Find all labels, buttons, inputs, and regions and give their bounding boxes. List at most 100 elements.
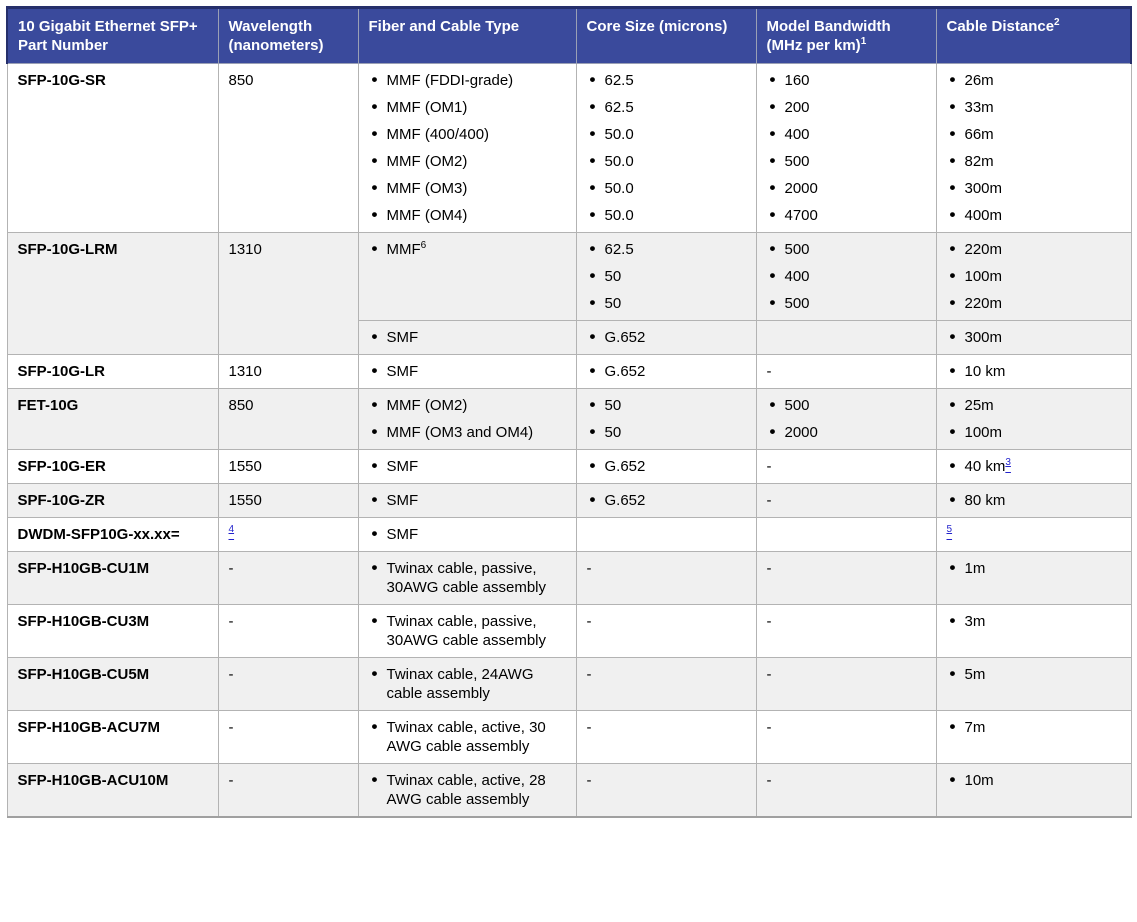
wavelength-cell: - xyxy=(217,763,359,818)
core-size-cell: - xyxy=(575,657,757,711)
footnote-sup-4: 4 xyxy=(228,524,235,535)
bandwidth-cell-item: 500 xyxy=(770,151,926,171)
column-header-label: Cable Distance xyxy=(946,18,1055,35)
bandwidth-cell-text: - xyxy=(766,458,772,475)
part-number: SFP-H10GB-CU3M xyxy=(17,613,150,630)
fiber-cell-item-text: MMF (400/400) xyxy=(386,126,490,143)
distance-cell-list: 220m 100m 220m xyxy=(947,239,1121,313)
core-size-cell-text: - xyxy=(586,666,592,683)
core-size-cell-item-text: 50.0 xyxy=(604,180,634,197)
table-body: SFP-10G-SR850MMF (FDDI-grade)MMF (OM1)MM… xyxy=(6,63,1132,818)
footnote-sup-5: 5 xyxy=(946,524,953,535)
wavelength-cell: - xyxy=(217,657,359,711)
fiber-cell-item: Twinax cable, passive, 30AWG cable assem… xyxy=(372,611,547,650)
part-number-cell: SFP-10G-SR xyxy=(6,63,219,233)
bandwidth-cell-item: 500 xyxy=(770,395,926,415)
fiber-cell-item-text: SMF xyxy=(386,329,419,346)
part-number: SFP-H10GB-ACU7M xyxy=(17,719,161,736)
wavelength-cell: - xyxy=(217,710,359,764)
distance-cell-item-text: 10 km xyxy=(964,363,1006,380)
bandwidth-cell-item-text: 400 xyxy=(784,268,810,285)
distance-cell-item: 300m xyxy=(950,178,1121,198)
core-size-cell-item-text: G.652 xyxy=(604,492,646,509)
bandwidth-cell-item: 4700 xyxy=(770,205,926,225)
fiber-cell-list: SMF xyxy=(369,524,566,544)
fiber-cell: SMF xyxy=(357,354,577,389)
core-size-cell-item: 62.5 xyxy=(590,70,746,90)
core-size-cell-item: 62.5 xyxy=(590,239,746,259)
core-size-cell-item: G.652 xyxy=(590,361,746,381)
bandwidth-cell-item-text: 500 xyxy=(784,241,810,258)
footnote-link-3[interactable]: 3 xyxy=(1005,458,1011,475)
wavelength-cell: 1550 xyxy=(217,483,359,518)
bandwidth-cell-text: - xyxy=(766,363,772,380)
distance-cell: 300m xyxy=(935,320,1132,355)
core-size-cell-item: G.652 xyxy=(590,490,746,510)
distance-cell-item: 80 km xyxy=(950,490,1121,510)
distance-cell-item-text: 82m xyxy=(964,153,994,170)
wavelength-cell: 4 xyxy=(217,517,359,552)
fiber-cell-item-text: SMF xyxy=(386,363,419,380)
fiber-cell-item: MMF (OM3) xyxy=(372,178,547,198)
wavelength-cell-text: 850 xyxy=(228,397,254,414)
distance-cell-list: 40 km3 xyxy=(947,456,1121,476)
table-row: SFP-10G-LR 1310 SMF G.652 - 10 km xyxy=(6,354,1132,389)
distance-cell-item: 26m xyxy=(950,70,1121,90)
distance-cell-item-text: 5m xyxy=(964,666,986,683)
table-row: SPF-10G-ZR 1550 SMF G.652 - 80 km xyxy=(6,483,1132,518)
bandwidth-cell-item-text: 160 xyxy=(784,72,810,89)
table-row: SFP-H10GB-CU3M - Twinax cable, passive, 30… xyxy=(6,604,1132,658)
part-number: SPF-10G-ZR xyxy=(17,492,106,509)
part-number: DWDM-SFP10G-xx.xx= xyxy=(17,526,180,543)
core-size-cell-text: - xyxy=(586,719,592,736)
distance-cell-item-text: 3m xyxy=(964,613,986,630)
distance-cell: 10 km xyxy=(935,354,1132,389)
distance-cell: 3m xyxy=(935,604,1132,658)
superscript-2: 2 xyxy=(1054,17,1060,28)
fiber-cell-list: Twinax cable, passive, 30AWG cable assem… xyxy=(369,558,566,597)
fiber-cell-list: SMF xyxy=(369,456,566,476)
wavelength-cell-text: - xyxy=(228,613,234,630)
bandwidth-cell: - xyxy=(755,604,937,658)
core-size-cell: 62.5 50 50 xyxy=(575,232,757,321)
bandwidth-cell-item: 500 xyxy=(770,239,926,259)
core-size-cell: G.652 xyxy=(575,449,757,484)
column-header-label: Core Size (microns) xyxy=(586,18,728,35)
fiber-cell-list: Twinax cable, 24AWG cable assembly xyxy=(369,664,566,703)
distance-cell-item-text: 33m xyxy=(964,99,994,116)
fiber-cell-item-text: SMF xyxy=(386,492,419,509)
fiber-cell-item: Twinax cable, active, 28 AWG cable assem… xyxy=(372,770,547,809)
fiber-cell-item: MMF (400/400) xyxy=(372,124,547,144)
fiber-cell: SMF xyxy=(357,483,577,518)
distance-cell: 5 xyxy=(935,517,1132,552)
distance-cell-item-text: 80 km xyxy=(964,492,1006,509)
wavelength-cell-text: - xyxy=(228,666,234,683)
bandwidth-cell-list: 160 200 400 500 2000 4700 xyxy=(767,70,926,225)
fiber-cell-item-text: MMF (OM3 and OM4) xyxy=(386,424,534,441)
bandwidth-cell: - xyxy=(755,710,937,764)
part-number-cell: SFP-H10GB-ACU7M xyxy=(6,710,219,764)
part-number-cell: SFP-10G-LR xyxy=(6,354,219,389)
wavelength-cell: 1550 xyxy=(217,449,359,484)
core-size-cell-list: 50 50 xyxy=(587,395,746,442)
bandwidth-cell-list: 500 400 500 xyxy=(767,239,926,313)
core-size-cell: - xyxy=(575,604,757,658)
footnote-link-5[interactable]: 5 xyxy=(947,525,953,542)
bandwidth-cell-text: - xyxy=(766,772,772,789)
distance-cell: 80 km xyxy=(935,483,1132,518)
footnote-link-4[interactable]: 4 xyxy=(229,525,235,542)
core-size-cell-text: - xyxy=(586,772,592,789)
distance-cell-item-text: 1m xyxy=(964,560,986,577)
table-row: SFP-H10GB-CU5M - Twinax cable, 24AWG cable… xyxy=(6,657,1132,711)
footnote-sup-3: 3 xyxy=(1005,457,1011,468)
core-size-cell-item: 50 xyxy=(590,395,746,415)
core-size-cell: G.652 xyxy=(575,354,757,389)
distance-cell-item-text: 10m xyxy=(964,772,994,789)
fiber-cell: SMF xyxy=(357,320,577,355)
table-row: SFP-H10GB-ACU10M - Twinax cable, active, 2… xyxy=(6,763,1132,818)
column-header-label: Fiber and Cable Type xyxy=(368,18,520,35)
core-size-cell-item: 50 xyxy=(590,422,746,442)
distance-cell-list: 1m xyxy=(947,558,1121,578)
column-header-4: Core Size (microns) xyxy=(575,6,757,64)
distance-cell: 7m xyxy=(935,710,1132,764)
